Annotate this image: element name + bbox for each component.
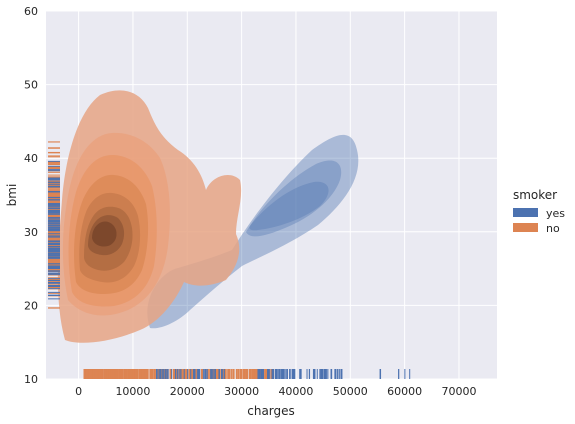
y-axis-label: bmi [5, 184, 19, 207]
y-tick-label: 10 [24, 373, 38, 386]
x-tick-label: 20000 [170, 385, 205, 398]
x-tick-label: 50000 [333, 385, 368, 398]
no-contour-8 [92, 221, 117, 247]
series-no-kde [57, 90, 242, 343]
x-tick-label: 70000 [441, 385, 476, 398]
charges-rug [83, 369, 411, 379]
legend-title: smoker [513, 188, 557, 202]
legend-swatch-yes [513, 208, 538, 217]
y-tick-labels: 10 20 30 40 50 60 [24, 5, 38, 386]
legend-swatch-no [513, 223, 538, 232]
legend-label-no: no [546, 222, 560, 235]
x-axis-label: charges [247, 404, 295, 418]
bmi-rug [48, 141, 60, 309]
x-tick-label: 0 [75, 385, 82, 398]
yes-contour-mid [246, 160, 342, 237]
y-tick-label: 50 [24, 79, 38, 92]
x-tick-label: 10000 [115, 385, 150, 398]
x-tick-label: 40000 [278, 385, 313, 398]
y-tick-label: 60 [24, 5, 38, 18]
legend-label-yes: yes [546, 207, 565, 220]
x-tick-label: 60000 [387, 385, 422, 398]
x-tick-labels: 0 10000 20000 30000 40000 50000 60000 70000 [75, 385, 476, 398]
legend: smoker yes no [513, 188, 565, 235]
yes-contour-inner [249, 181, 329, 231]
y-tick-label: 20 [24, 299, 38, 312]
x-tick-label: 30000 [224, 385, 259, 398]
y-tick-label: 40 [24, 152, 38, 165]
y-tick-label: 30 [24, 226, 38, 239]
